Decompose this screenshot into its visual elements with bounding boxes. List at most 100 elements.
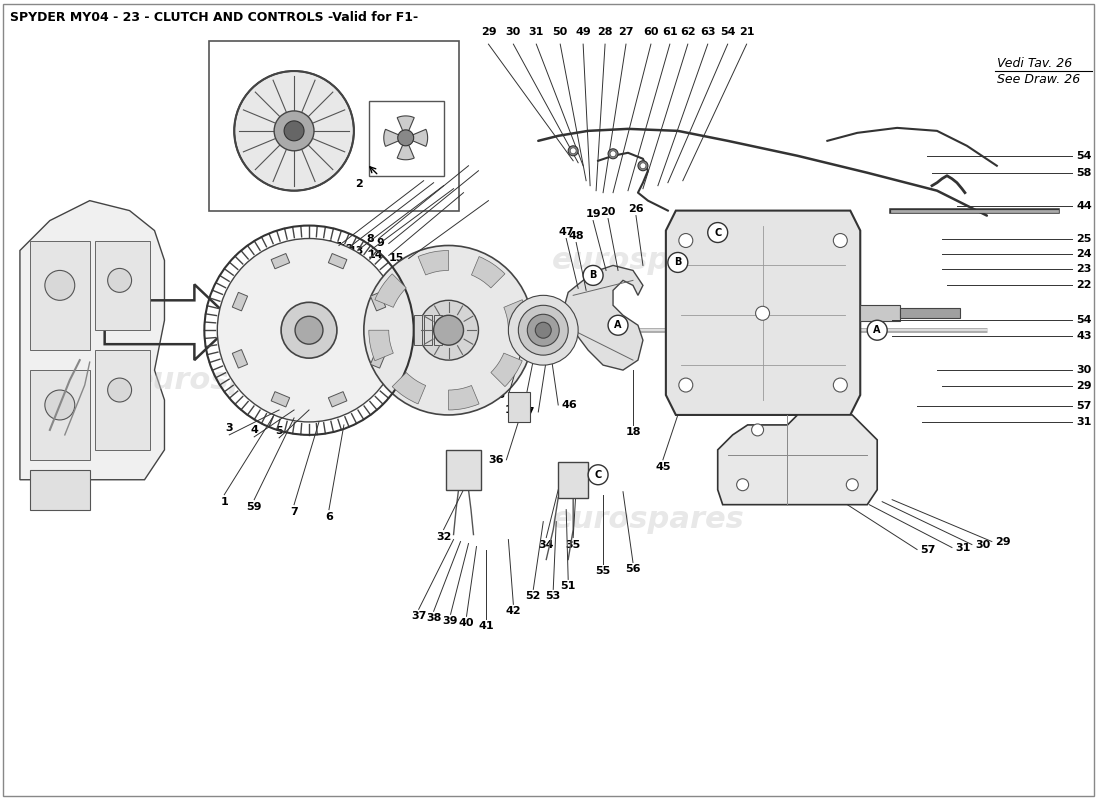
Circle shape: [834, 378, 847, 392]
Bar: [446, 450, 482, 490]
Circle shape: [570, 148, 576, 154]
Text: B: B: [590, 270, 597, 280]
Text: 50: 50: [552, 27, 568, 37]
Text: Vedi Tav. 26: Vedi Tav. 26: [997, 57, 1072, 70]
Text: 60: 60: [644, 27, 659, 37]
Circle shape: [234, 71, 354, 190]
Bar: [558, 462, 589, 498]
Text: 29: 29: [1077, 381, 1092, 391]
Text: eurospares: eurospares: [551, 505, 745, 534]
Text: 58: 58: [1077, 168, 1092, 178]
Text: 11: 11: [329, 242, 344, 253]
Text: 37: 37: [411, 611, 427, 622]
Text: 8: 8: [366, 234, 374, 243]
Circle shape: [608, 315, 628, 335]
Text: 10: 10: [319, 241, 334, 250]
Text: 48: 48: [569, 230, 584, 241]
Text: 26: 26: [628, 203, 643, 214]
Polygon shape: [20, 201, 165, 480]
Polygon shape: [666, 210, 860, 415]
Text: 35: 35: [565, 539, 581, 550]
Circle shape: [284, 121, 304, 141]
Text: 16: 16: [505, 405, 520, 415]
Text: 56: 56: [625, 565, 640, 574]
Polygon shape: [384, 130, 406, 146]
Circle shape: [536, 322, 551, 338]
Text: 34: 34: [539, 539, 554, 550]
Text: 54: 54: [1077, 315, 1092, 326]
Polygon shape: [406, 130, 428, 146]
Text: 54: 54: [1077, 150, 1092, 161]
Text: eurospares: eurospares: [133, 366, 326, 394]
Text: 13: 13: [349, 246, 364, 257]
Text: 41: 41: [478, 622, 494, 631]
Text: A: A: [873, 326, 881, 335]
Text: 52: 52: [526, 591, 541, 602]
Circle shape: [668, 253, 688, 273]
Polygon shape: [232, 292, 248, 311]
Text: 30: 30: [506, 27, 521, 37]
Circle shape: [518, 306, 569, 355]
Text: C: C: [714, 227, 722, 238]
Text: 30: 30: [1077, 365, 1092, 375]
Bar: [30, 241, 90, 350]
Polygon shape: [271, 254, 289, 269]
Circle shape: [398, 130, 414, 146]
Text: 28: 28: [597, 27, 613, 37]
Wedge shape: [472, 257, 505, 288]
Circle shape: [45, 390, 75, 420]
Circle shape: [638, 161, 648, 170]
Bar: [433, 315, 441, 345]
Polygon shape: [328, 254, 346, 269]
Polygon shape: [328, 392, 346, 407]
Circle shape: [569, 146, 579, 156]
Text: 30: 30: [975, 539, 990, 550]
Text: 29: 29: [481, 27, 496, 37]
Text: 31: 31: [1077, 417, 1092, 427]
Text: 57: 57: [920, 545, 935, 554]
Wedge shape: [375, 274, 406, 307]
Circle shape: [282, 302, 337, 358]
Text: 43: 43: [1077, 331, 1092, 342]
Text: 57: 57: [1077, 401, 1092, 411]
Wedge shape: [491, 353, 522, 386]
Text: 49: 49: [575, 27, 591, 37]
Circle shape: [756, 306, 770, 320]
Circle shape: [846, 478, 858, 490]
Bar: [30, 370, 90, 460]
Polygon shape: [397, 116, 415, 138]
Circle shape: [707, 222, 728, 242]
Text: 40: 40: [459, 618, 474, 628]
Bar: [95, 350, 150, 450]
Text: 20: 20: [601, 206, 616, 217]
Bar: [424, 315, 431, 345]
Text: 42: 42: [506, 606, 521, 616]
Wedge shape: [449, 386, 480, 410]
Text: 54: 54: [719, 27, 736, 37]
Bar: [900, 308, 960, 318]
Circle shape: [588, 465, 608, 485]
Text: 29: 29: [994, 537, 1011, 546]
Text: 17: 17: [520, 407, 536, 417]
Circle shape: [679, 234, 693, 247]
Text: 4: 4: [251, 425, 258, 435]
Text: 21: 21: [739, 27, 755, 37]
Text: 63: 63: [700, 27, 715, 37]
Circle shape: [108, 269, 132, 292]
Text: 24: 24: [1077, 250, 1092, 259]
Text: 62: 62: [680, 27, 695, 37]
Text: 47: 47: [559, 226, 574, 237]
Wedge shape: [393, 373, 426, 404]
Circle shape: [419, 300, 478, 360]
Text: 23: 23: [1077, 265, 1092, 274]
Text: 45: 45: [656, 462, 671, 472]
Polygon shape: [232, 350, 248, 368]
Text: 32: 32: [436, 531, 451, 542]
Bar: [860, 306, 900, 322]
Circle shape: [433, 315, 463, 345]
Text: 36: 36: [488, 455, 504, 465]
Bar: [95, 241, 150, 330]
Polygon shape: [397, 138, 415, 160]
Circle shape: [218, 238, 400, 422]
Circle shape: [45, 270, 75, 300]
